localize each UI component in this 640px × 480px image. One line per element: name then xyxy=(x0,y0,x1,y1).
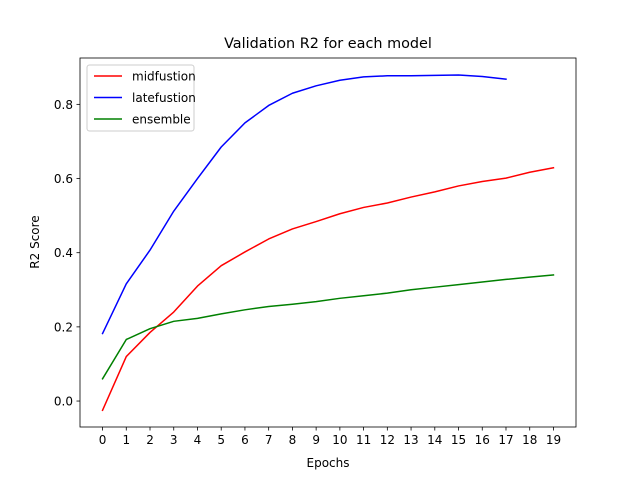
y-axis-label: R2 Score xyxy=(28,215,42,268)
series-line-ensemble xyxy=(101,274,555,380)
x-tick-label: 1 xyxy=(122,433,130,447)
x-tick-label: 7 xyxy=(265,433,273,447)
x-tick-label: 15 xyxy=(451,433,466,447)
legend-label-latefustion: latefustion xyxy=(132,91,196,105)
series-line-latefustion xyxy=(101,74,507,335)
x-tick-label: 13 xyxy=(403,433,418,447)
y-tick-label: 0.0 xyxy=(54,395,73,409)
x-tick-label: 10 xyxy=(332,433,347,447)
x-tick-label: 11 xyxy=(356,433,371,447)
axes-frame xyxy=(79,57,577,428)
x-tick-label: 3 xyxy=(170,433,178,447)
legend-box xyxy=(86,64,195,132)
x-tick-label: 14 xyxy=(427,433,442,447)
series-line-midfustion xyxy=(101,166,555,412)
x-tick-label: 18 xyxy=(522,433,537,447)
plot-area: 0 1 2 3 4 5 6 7 8 9 10 11 12 13 14 15 16 17 18 190.00.20.40… xyxy=(54,57,577,447)
legend-label-midfustion: midfustion xyxy=(132,70,196,84)
y-tick-label: 0.8 xyxy=(54,98,73,112)
legend-label-ensemble: ensemble xyxy=(132,113,191,127)
x-tick-label: 8 xyxy=(289,433,297,447)
x-tick-label: 4 xyxy=(194,433,202,447)
x-tick-label: 2 xyxy=(146,433,154,447)
chart-title: Validation R2 for each model xyxy=(224,36,432,52)
y-tick-label: 0.4 xyxy=(54,246,73,260)
x-tick-label: 0 xyxy=(99,433,107,447)
x-tick-label: 9 xyxy=(312,433,320,447)
y-tick-label: 0.2 xyxy=(54,320,73,334)
y-tick-label: 0.6 xyxy=(54,172,73,186)
x-tick-label: 17 xyxy=(498,433,513,447)
x-tick-label: 16 xyxy=(475,433,490,447)
x-tick-label: 12 xyxy=(380,433,395,447)
x-tick-label: 19 xyxy=(546,433,561,447)
x-axis-label: Epochs xyxy=(307,456,350,470)
x-tick-label: 6 xyxy=(241,433,249,447)
x-tick-label: 5 xyxy=(217,433,225,447)
